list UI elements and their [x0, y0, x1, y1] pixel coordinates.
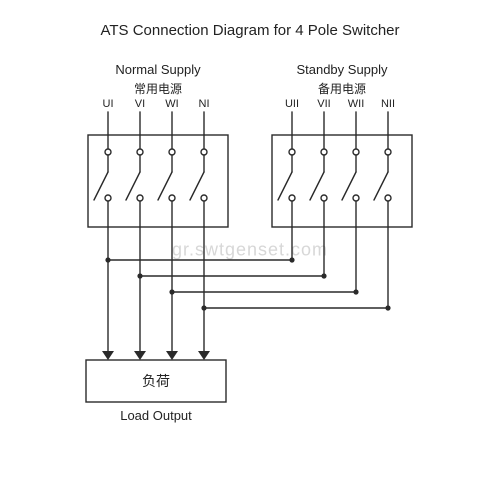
wiring-diagram — [0, 0, 500, 500]
